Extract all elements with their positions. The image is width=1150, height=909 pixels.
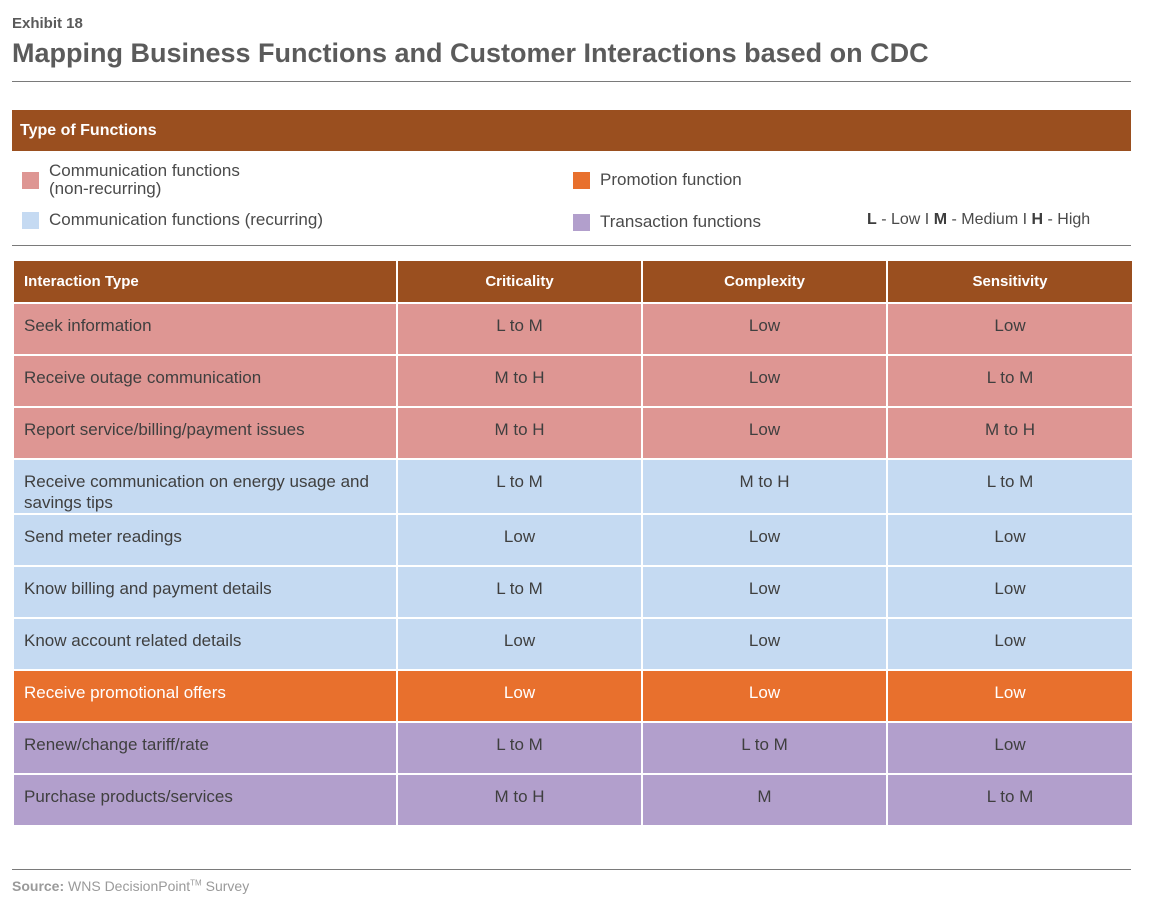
- complexity-cell: Low: [641, 513, 888, 567]
- title-divider: [12, 81, 1131, 82]
- table-row: Send meter readings Low Low Low: [12, 513, 1134, 567]
- criticality-cell: M to H: [396, 354, 643, 408]
- criticality-cell: L to M: [396, 302, 643, 356]
- sensitivity-cell: L to M: [886, 458, 1134, 515]
- trademark: TM: [190, 878, 202, 888]
- table-row: Know account related details Low Low Low: [12, 617, 1134, 671]
- complexity-cell: Low: [641, 565, 888, 619]
- source-suffix: Survey: [201, 878, 250, 894]
- sensitivity-cell: Low: [886, 513, 1134, 567]
- complexity-cell: M: [641, 773, 888, 827]
- legend-item-transaction: Transaction functions: [573, 213, 761, 231]
- purple-swatch: [573, 213, 590, 231]
- table-row: Receive outage communication M to H Low L t…: [12, 354, 1134, 408]
- criticality-cell: Low: [396, 513, 643, 567]
- table-row: Seek information L to M Low Low: [12, 302, 1134, 356]
- sensitivity-cell: Low: [886, 302, 1134, 356]
- interaction-table: Interaction Type Criticality Complexity …: [12, 259, 1134, 827]
- complexity-cell: M to H: [641, 458, 888, 515]
- complexity-cell: Low: [641, 302, 888, 356]
- sensitivity-cell: Low: [886, 617, 1134, 671]
- table-row: Receive communication on energy usage an…: [12, 458, 1134, 515]
- orange-swatch: [573, 171, 590, 189]
- pink-swatch: [22, 171, 39, 189]
- key-h: H: [1031, 211, 1044, 228]
- criticality-cell: Low: [396, 617, 643, 671]
- table-row: Report service/billing/payment issues M t…: [12, 406, 1134, 460]
- complexity-cell: Low: [641, 354, 888, 408]
- sensitivity-cell: Low: [886, 669, 1134, 723]
- interaction-type-cell: Purchase products/services: [12, 773, 398, 827]
- legend-label: Communication functions (non-recurring): [49, 161, 240, 198]
- rating-key: L - Low I M - Medium I H - High: [867, 211, 1090, 229]
- source-text: WNS DecisionPoint: [64, 878, 191, 894]
- key-l: L: [867, 211, 877, 228]
- interaction-type-cell: Report service/billing/payment issues: [12, 406, 398, 460]
- complexity-cell: L to M: [641, 721, 888, 775]
- interaction-type-cell: Know billing and payment details: [12, 565, 398, 619]
- legend-item-communication-recurring: Communication functions (recurring): [22, 211, 323, 229]
- sensitivity-cell: Low: [886, 721, 1134, 775]
- interaction-type-cell: Know account related details: [12, 617, 398, 671]
- criticality-cell: Low: [396, 669, 643, 723]
- legend-divider: [12, 245, 1131, 246]
- page-title: Mapping Business Functions and Customer …: [12, 38, 929, 68]
- sensitivity-cell: M to H: [886, 406, 1134, 460]
- legend-label: Communication functions (recurring): [49, 210, 323, 229]
- interaction-type-cell: Receive communication on energy usage an…: [12, 458, 398, 515]
- criticality-cell: L to M: [396, 565, 643, 619]
- table-header-row: Interaction Type Criticality Complexity …: [12, 259, 1134, 304]
- legend-item-promotion: Promotion function: [573, 171, 742, 189]
- source-label: Source:: [12, 878, 65, 894]
- source-note: Source: WNS DecisionPointTM Survey: [12, 878, 249, 894]
- interaction-type-cell: Receive outage communication: [12, 354, 398, 408]
- interaction-type-cell: Seek information: [12, 302, 398, 356]
- table-row: Receive promotional offers Low Low Low: [12, 669, 1134, 723]
- blue-swatch: [22, 211, 39, 229]
- key-l-text: - Low I: [876, 211, 934, 228]
- legend-heading: Type of Functions: [12, 110, 1131, 151]
- key-m-text: - Medium I: [947, 211, 1032, 228]
- table-row: Know billing and payment details L to M Lo…: [12, 565, 1134, 619]
- column-header-interaction-type: Interaction Type: [12, 259, 398, 304]
- criticality-cell: M to H: [396, 406, 643, 460]
- interaction-type-cell: Receive promotional offers: [12, 669, 398, 723]
- column-header-criticality: Criticality: [396, 259, 643, 304]
- complexity-cell: Low: [641, 406, 888, 460]
- column-header-sensitivity: Sensitivity: [886, 259, 1134, 304]
- criticality-cell: L to M: [396, 458, 643, 515]
- interaction-type-cell: Renew/change tariff/rate: [12, 721, 398, 775]
- footer-divider: [12, 869, 1131, 870]
- key-h-text: - High: [1043, 211, 1091, 228]
- complexity-cell: Low: [641, 669, 888, 723]
- legend-label: Promotion function: [600, 170, 742, 189]
- legend-label: Transaction functions: [600, 212, 761, 231]
- sensitivity-cell: L to M: [886, 773, 1134, 827]
- criticality-cell: M to H: [396, 773, 643, 827]
- legend-item-communication-non-recurring: Communication functions (non-recurring): [22, 162, 240, 198]
- sensitivity-cell: L to M: [886, 354, 1134, 408]
- key-m: M: [933, 211, 948, 228]
- complexity-cell: Low: [641, 617, 888, 671]
- sensitivity-cell: Low: [886, 565, 1134, 619]
- interaction-type-cell: Send meter readings: [12, 513, 398, 567]
- column-header-complexity: Complexity: [641, 259, 888, 304]
- exhibit-label: Exhibit 18: [12, 15, 83, 32]
- criticality-cell: L to M: [396, 721, 643, 775]
